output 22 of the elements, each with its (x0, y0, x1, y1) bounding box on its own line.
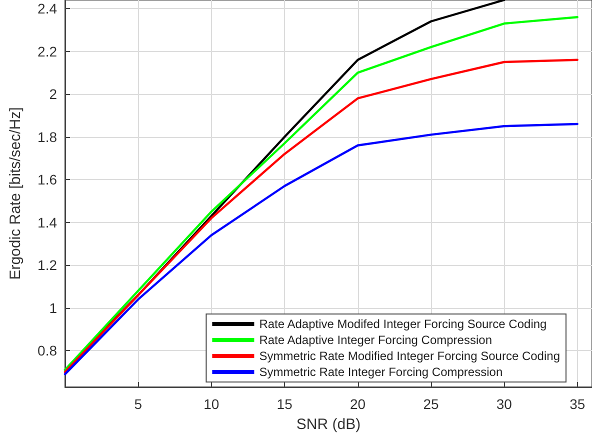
legend-label: Rate Adaptive Integer Forcing Compression (259, 333, 492, 347)
y-tick-label: 0.8 (38, 342, 58, 359)
legend-label: Symmetric Rate Modified Integer Forcing Source Coding (259, 349, 560, 363)
y-tick-label: 1.8 (38, 128, 58, 145)
y-tick-label: 2.2 (38, 43, 58, 60)
legend-label: Rate Adaptive Modifed Integer Forcing Source Coding (259, 317, 547, 331)
y-tick-label: 1.6 (38, 172, 58, 188)
x-tick-label: 30 (496, 396, 512, 412)
y-tick-label: 1.2 (38, 257, 58, 274)
x-tick-label: 35 (570, 396, 586, 412)
legend-label: Symmetric Rate Integer Forcing Compression (259, 365, 503, 379)
x-tick-label: 20 (350, 396, 366, 412)
y-tick-label: 1 (49, 300, 58, 316)
y-tick-label: 2.4 (38, 0, 58, 17)
x-axis-title: SNR (dB) (296, 416, 361, 433)
y-tick-label: 2 (49, 86, 58, 102)
y-tick-label: 1.4 (38, 214, 58, 230)
x-tick-label: 25 (423, 396, 439, 412)
x-tick-label: 10 (204, 396, 220, 412)
x-tick-label: 5 (134, 396, 142, 412)
y-axis-title: Ergodic Rate [bits/sec/Hz] (7, 107, 24, 280)
x-tick-label: 15 (276, 396, 293, 412)
